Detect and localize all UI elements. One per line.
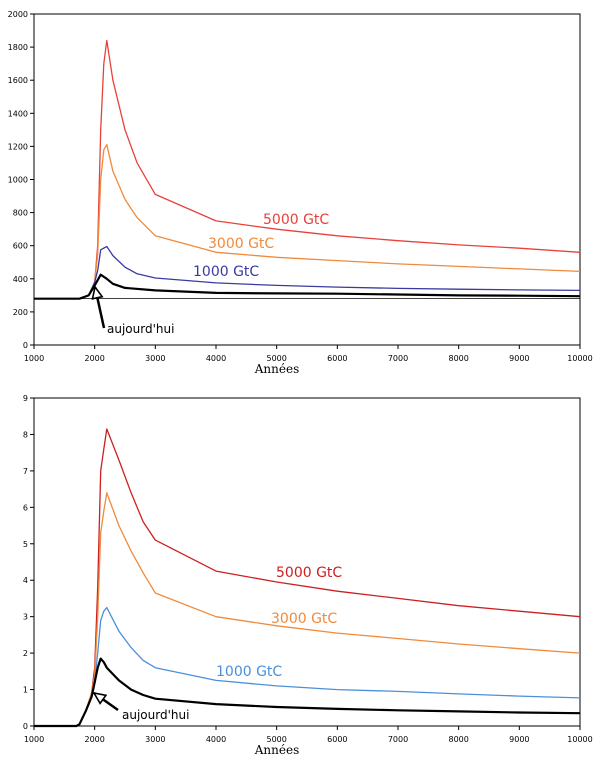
y-tick-label: 1800 (8, 43, 28, 52)
x-tick-label: 5000 (266, 735, 286, 744)
y-tick-label: 6 (23, 503, 28, 512)
y-tick-label: 1400 (8, 109, 28, 118)
x-tick-label: 7000 (388, 354, 408, 363)
y-tick-label: 0 (23, 722, 28, 731)
x-tick-label: 2000 (84, 735, 104, 744)
y-tick-label: 1 (23, 686, 28, 695)
series-line-observed (34, 273, 581, 300)
series-line-5000-gtc (34, 39, 581, 300)
y-tick-label: 2000 (8, 10, 28, 19)
y-tick-label: 2 (23, 649, 28, 658)
series-label: 1000 GtC (193, 264, 259, 280)
y-tick-label: 800 (13, 209, 28, 218)
y-tick-label: 5 (23, 540, 28, 549)
x-tick-label: 6000 (327, 735, 347, 744)
series-label: 1000 GtC (216, 664, 282, 680)
x-tick-label: 1000 (24, 354, 44, 363)
annotation-label: aujourd'hui (122, 708, 189, 722)
y-tick-label: 8 (23, 430, 28, 439)
y-tick-label: 1200 (8, 142, 28, 151)
series-label: 3000 GtC (271, 611, 337, 627)
x-tick-label: 1000 (24, 735, 44, 744)
annotation-label: aujourd'hui (107, 322, 174, 336)
x-tick-label: 6000 (327, 354, 347, 363)
x-tick-label: 3000 (145, 354, 165, 363)
x-tick-label: 3000 (145, 735, 165, 744)
x-tick-label: 4000 (206, 735, 226, 744)
x-tick-label: 10000 (567, 735, 592, 744)
y-tick-label: 200 (13, 308, 28, 317)
x-tick-label: 9000 (509, 735, 529, 744)
x-tick-label: 2000 (84, 354, 104, 363)
annotation-arrow-head (91, 285, 104, 300)
y-tick-label: 400 (13, 275, 28, 284)
plot-frame (33, 397, 581, 727)
y-tick-label: 9 (23, 394, 28, 403)
y-tick-label: 1600 (8, 76, 28, 85)
series-label: 5000 GtC (263, 212, 329, 228)
y-tick-label: 4 (23, 576, 28, 585)
x-tick-label: 8000 (448, 354, 468, 363)
y-tick-label: 3 (23, 613, 28, 622)
x-tick-label: 7000 (388, 735, 408, 744)
annotation-arrow-head (92, 691, 108, 705)
series-label: 5000 GtC (276, 565, 342, 581)
x-tick-label: 5000 (266, 354, 286, 363)
chart-2: 0 1 2 3 4 5 6 7 8 9 1000 2000 3000 4000 5000 6000 7000 80… (23, 394, 593, 757)
y-tick-label: 600 (13, 242, 28, 251)
x-tick-label: 4000 (206, 354, 226, 363)
x-tick-label: 10000 (567, 354, 592, 363)
series-label: 3000 GtC (208, 236, 274, 252)
x-axis-label: Années (254, 743, 299, 757)
y-tick-label: 0 (23, 341, 28, 350)
x-tick-label: 8000 (448, 735, 468, 744)
series-line-1000-gtc (34, 245, 581, 300)
chart-1: 0 200 400 600 800 1000 1200 1400 1600 1800 2000 100… (8, 10, 593, 376)
series-line-observed (34, 657, 581, 728)
y-tick-label: 7 (23, 467, 28, 476)
x-axis-label: Années (254, 362, 299, 376)
y-tick-label: 1000 (8, 176, 28, 185)
x-tick-label: 9000 (509, 354, 529, 363)
